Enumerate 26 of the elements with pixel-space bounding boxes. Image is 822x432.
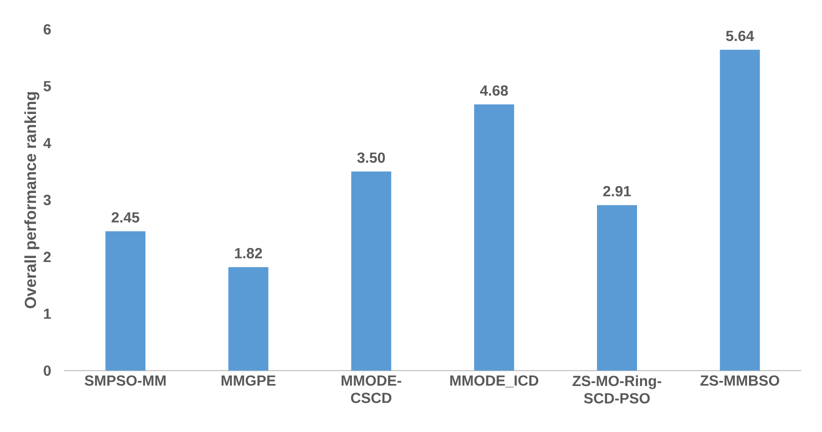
bar — [105, 231, 146, 371]
x-tick-label: MMODE_ICD — [450, 375, 538, 388]
data-label: 3.50 — [357, 152, 385, 163]
bar — [351, 172, 392, 371]
data-label: 2.91 — [603, 186, 631, 196]
y-tick-label: 3 — [43, 194, 51, 206]
y-tick-label: 2 — [44, 252, 51, 262]
x-tick-label: MMGPE — [222, 375, 276, 386]
y-axis-title: Overall performance ranking — [24, 92, 40, 308]
y-tick-label: 1 — [44, 308, 51, 319]
bar — [228, 267, 268, 371]
bar — [474, 104, 514, 371]
x-tick-label: ZS-MO-Ring-SCD-PSO — [572, 375, 662, 404]
x-tick-label: SMPSO-MM — [84, 375, 166, 386]
x-tick-label: ZS-MMBSO — [700, 375, 780, 386]
y-tick-label: 5 — [44, 81, 51, 92]
y-tick-label: 6 — [44, 24, 51, 35]
x-tick-label: MMODE-CSCD — [342, 375, 402, 404]
data-label: 1.82 — [234, 248, 262, 258]
data-label: 5.64 — [726, 30, 754, 42]
bar — [720, 50, 760, 371]
y-tick-label: 0 — [44, 365, 51, 376]
bar — [596, 205, 637, 371]
data-label: 2.45 — [112, 212, 140, 223]
data-label: 4.68 — [480, 85, 508, 96]
y-tick-label: 4 — [43, 138, 52, 148]
